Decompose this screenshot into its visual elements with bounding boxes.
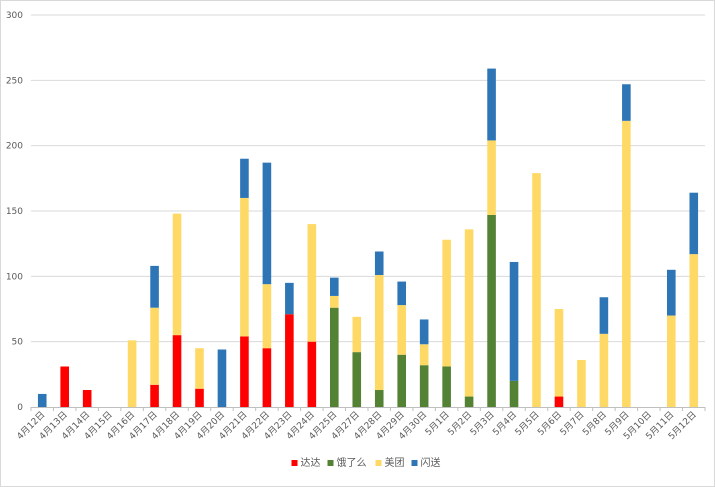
bar-segment-4: [37, 393, 47, 407]
legend-label: 闪送: [421, 456, 441, 469]
bar-segment-2: [397, 354, 406, 407]
bar-segment-3: [195, 348, 204, 389]
y-tick-label: 250: [6, 76, 23, 86]
bar-segment-3: [307, 224, 317, 342]
y-tick-label: 200: [6, 142, 23, 152]
bar-segment-2: [330, 307, 339, 407]
bar-segment-4: [150, 265, 159, 308]
x-tick-label: 5月1日: [423, 409, 452, 438]
legend: 达达 饿了么 美团 闪送: [291, 456, 441, 469]
x-axis: 4月12日4月13日4月14日4月15日4月16日4月17日4月18日4月19日…: [15, 407, 706, 442]
x-tick-label: 5月6日: [535, 409, 564, 438]
bar-segment-4: [330, 277, 339, 296]
bar-segment-2: [464, 396, 474, 407]
bar-segment-4: [397, 281, 406, 306]
bar-segment-4: [689, 192, 699, 255]
legend-swatch: [411, 460, 418, 466]
bar-segment-3: [374, 275, 384, 391]
bar-segment-3: [599, 333, 609, 407]
bar-segment-2: [487, 214, 496, 407]
bar-segment-4: [599, 297, 609, 334]
gridlines: [31, 14, 705, 343]
bar-segment-1: [195, 388, 204, 407]
y-tick-label: 150: [6, 207, 23, 217]
bar-segment-1: [82, 390, 92, 407]
bar-segment-3: [622, 120, 631, 407]
x-tick-label: 5月8日: [580, 409, 609, 438]
bar-segment-1: [262, 348, 272, 407]
bar-segment-1: [240, 336, 249, 407]
bar-segment-3: [240, 197, 249, 337]
bar-segment-1: [554, 396, 564, 407]
bar-segment-2: [509, 380, 519, 407]
bar-segment-4: [509, 261, 519, 381]
legend-label: 美团: [385, 456, 405, 469]
y-tick-label: 100: [6, 272, 23, 282]
x-tick-label: 5月7日: [558, 409, 587, 438]
bar-segment-4: [285, 282, 294, 315]
y-tick-label: 50: [12, 338, 24, 348]
bar-segment-3: [532, 173, 541, 407]
bar-segment-4: [217, 349, 227, 407]
legend-label: 达达: [301, 457, 321, 469]
bar-segment-4: [262, 162, 272, 285]
bar-segment-3: [172, 213, 182, 336]
legend-swatch: [327, 460, 334, 466]
bar-segment-1: [60, 366, 69, 407]
bars: [37, 68, 699, 407]
bar-segment-3: [442, 239, 451, 367]
bar-segment-3: [352, 316, 362, 353]
y-axis-ticks: 0 50 100 150 200 250 300: [6, 11, 23, 413]
bar-segment-2: [374, 390, 384, 407]
bar-segment-2: [442, 366, 451, 407]
bar-segment-3: [330, 295, 339, 308]
y-tick-label: 300: [6, 11, 23, 21]
legend-swatch: [291, 460, 298, 466]
bar-segment-2: [352, 352, 362, 407]
bar-segment-4: [667, 269, 676, 316]
x-tick-label: 5月5日: [513, 409, 542, 438]
bar-segment-3: [150, 307, 159, 385]
bar-segment-4: [240, 158, 249, 198]
bar-segment-4: [419, 319, 429, 345]
bar-segment-3: [262, 284, 272, 349]
bar-segment-3: [464, 229, 474, 397]
bar-segment-4: [487, 68, 496, 141]
bar-segment-3: [554, 309, 564, 397]
bar-segment-1: [172, 335, 182, 407]
x-tick-label: 5月3日: [468, 409, 497, 438]
bar-segment-1: [307, 341, 317, 407]
legend-label: 饿了么: [337, 457, 367, 469]
bar-segment-3: [397, 305, 406, 355]
bar-segment-1: [150, 384, 159, 407]
bar-segment-3: [419, 344, 429, 366]
bar-segment-3: [577, 359, 586, 407]
bar-segment-4: [622, 84, 631, 121]
bar-segment-3: [127, 340, 137, 407]
x-tick-label: 5月4日: [491, 409, 520, 438]
bar-segment-3: [667, 315, 676, 407]
bar-segment-3: [487, 140, 496, 215]
bar-segment-2: [419, 365, 429, 407]
bar-segment-1: [285, 314, 294, 407]
legend-swatch: [375, 460, 382, 466]
x-tick-label: 5月2日: [446, 409, 475, 438]
bar-segment-4: [374, 251, 384, 276]
y-tick-label: 0: [17, 403, 23, 413]
bar-segment-3: [689, 254, 699, 407]
